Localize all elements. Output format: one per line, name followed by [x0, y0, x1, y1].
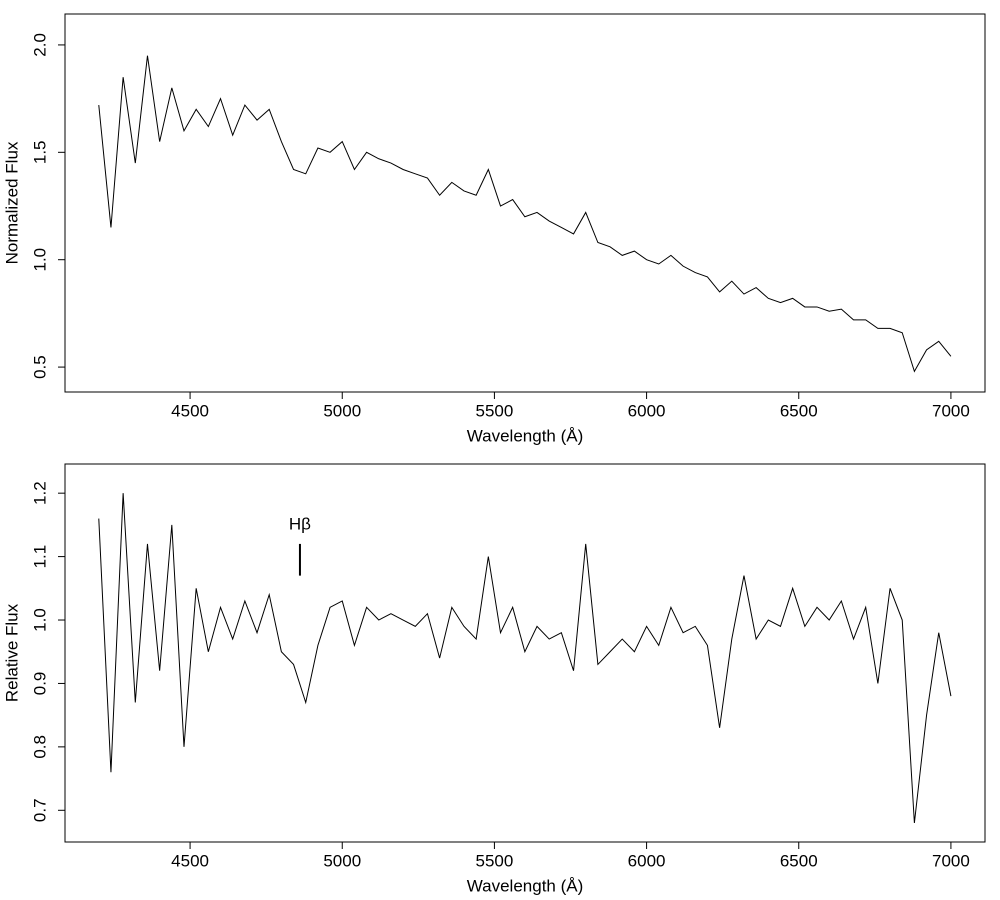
spectrum-line	[98, 55, 952, 373]
y-tick-label: 0.7	[30, 798, 49, 822]
plot-frame	[64, 463, 986, 843]
x-tick-label: 6000	[628, 401, 666, 420]
y-tick-label: 1.0	[30, 248, 49, 272]
y-axis-label: Normalized Flux	[2, 141, 21, 264]
x-tick-label: 5500	[476, 401, 514, 420]
y-tick-label: 1.5	[30, 140, 49, 164]
x-tick-label: 6500	[780, 851, 818, 870]
y-axis-label: Relative Flux	[2, 603, 21, 702]
x-tick-label: 6500	[780, 401, 818, 420]
y-tick-label: 2.0	[30, 33, 49, 57]
y-tick-label: 0.5	[30, 355, 49, 379]
x-tick-label: 5000	[323, 401, 361, 420]
y-tick-label: 0.8	[30, 735, 49, 759]
spectrum-line	[98, 493, 952, 824]
x-axis-label: Wavelength (Å)	[467, 426, 584, 445]
x-tick-label: 6000	[628, 851, 666, 870]
annotation-label: Hβ	[289, 514, 311, 533]
y-tick-label: 1.1	[30, 545, 49, 569]
x-tick-label: 5000	[323, 851, 361, 870]
y-tick-label: 1.2	[30, 481, 49, 505]
x-tick-label: 5500	[476, 851, 514, 870]
x-tick-label: 7000	[932, 851, 970, 870]
y-tick-label: 1.0	[30, 608, 49, 632]
x-axis-label: Wavelength (Å)	[467, 876, 584, 895]
x-tick-label: 4500	[171, 851, 209, 870]
x-tick-label: 7000	[932, 401, 970, 420]
plot-frame	[64, 13, 986, 393]
x-tick-label: 4500	[171, 401, 209, 420]
y-tick-label: 0.9	[30, 672, 49, 696]
